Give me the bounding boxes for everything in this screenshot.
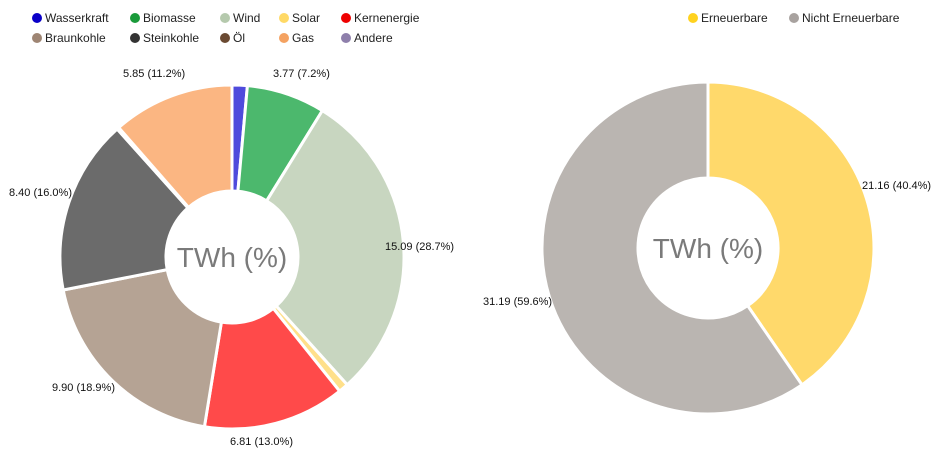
donut-slice-nicht-erneuerbare[interactable] — [540, 80, 804, 416]
legend-swatch — [32, 33, 42, 43]
donut-slice-kernenergie[interactable] — [202, 306, 342, 431]
legend-label: Andere — [354, 31, 393, 45]
data-label: 8.40 (16.0%) — [9, 187, 72, 199]
data-label: 21.16 (40.4%) — [862, 180, 931, 192]
legend-item[interactable]: Kernenergie — [341, 11, 419, 25]
legend-item[interactable]: Steinkohle — [130, 31, 199, 45]
donut-center-label: TWh (%) — [177, 242, 287, 273]
data-label: 5.85 (11.2%) — [123, 68, 185, 80]
legend-swatch — [279, 33, 289, 43]
legend-swatch — [341, 13, 351, 23]
data-label: 31.19 (59.6%) — [483, 296, 552, 308]
legend-swatch — [279, 13, 289, 23]
legend-swatch — [130, 33, 140, 43]
legend-label: Biomasse — [143, 11, 196, 25]
legend-label: Öl — [233, 31, 245, 45]
legend-swatch — [220, 33, 230, 43]
legend-item[interactable]: Gas — [279, 31, 314, 45]
data-label: 15.09 (28.7%) — [385, 241, 454, 253]
data-label: 6.81 (13.0%) — [230, 436, 293, 448]
legend-item[interactable]: Solar — [279, 11, 320, 25]
legend-item[interactable]: Nicht Erneuerbare — [789, 11, 899, 25]
legend-item[interactable]: Biomasse — [130, 11, 196, 25]
legend-label: Nicht Erneuerbare — [802, 11, 900, 25]
legend-label: Steinkohle — [143, 31, 200, 45]
legend-item[interactable]: Öl — [220, 31, 245, 45]
legend-swatch — [341, 33, 351, 43]
legend-label: Gas — [292, 31, 315, 45]
legend-item[interactable]: Erneuerbare — [688, 11, 768, 25]
donut-slice-gas[interactable] — [117, 83, 234, 209]
legend-item[interactable]: Wind — [220, 11, 260, 25]
donut-chart-renewable-share: TWh (%) 21.16 (40.4%) 31.19 (59.6%) — [483, 80, 931, 416]
legend-label: Braunkohle — [45, 31, 106, 45]
legend-label: Wind — [233, 11, 261, 25]
donut-slice-wind[interactable] — [265, 109, 406, 387]
legend-swatch — [688, 13, 698, 23]
legend-swatch — [220, 13, 230, 23]
donut-slice-steinkohle[interactable] — [58, 127, 190, 292]
donut-slice-braunkohle[interactable] — [61, 268, 223, 429]
legend-label: Solar — [292, 11, 321, 25]
legend-label: Erneuerbare — [701, 11, 768, 25]
legend-item[interactable]: Braunkohle — [32, 31, 106, 45]
legend-swatch — [32, 13, 42, 23]
legend-swatch — [130, 13, 140, 23]
data-label: 3.77 (7.2%) — [273, 68, 330, 80]
legend-swatch — [789, 13, 799, 23]
legend-item[interactable]: Andere — [341, 31, 393, 45]
donut-chart-energy-sources: TWh (%) 3.77 (7.2%) 15.09 (28.7%) 6.81 (13.… — [9, 68, 454, 448]
donut-slice-erneuerbare[interactable] — [706, 80, 876, 387]
legend-item[interactable]: Wasserkraft — [32, 11, 109, 25]
legend-label: Wasserkraft — [45, 11, 109, 25]
donut-center-label: TWh (%) — [653, 233, 763, 264]
data-label: 9.90 (18.9%) — [52, 382, 115, 394]
legend-label: Kernenergie — [354, 11, 420, 25]
